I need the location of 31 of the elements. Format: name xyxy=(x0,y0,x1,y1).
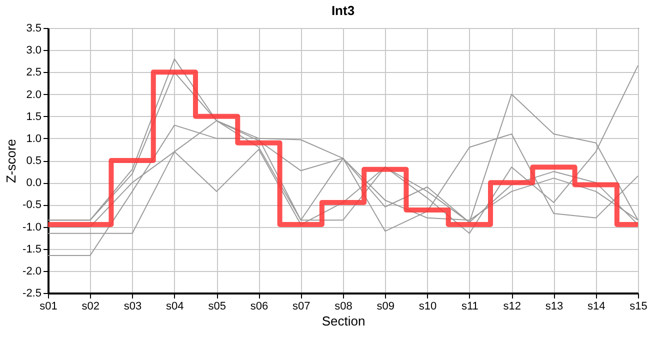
y-tick-label: -2.5 xyxy=(22,288,42,300)
y-tick-label: 0.0 xyxy=(26,177,42,190)
y-tick-label: 1.5 xyxy=(26,110,42,123)
x-tick-label: s04 xyxy=(166,300,184,312)
y-axis-title: Z-score xyxy=(4,138,19,184)
x-tick-label: s07 xyxy=(292,300,310,312)
y-tick-label: 3.5 xyxy=(26,22,42,34)
x-tick-label: s12 xyxy=(503,300,521,312)
x-tick-label: s11 xyxy=(461,300,478,312)
y-tick-label: -1.0 xyxy=(22,221,42,234)
y-tick-label: 3.0 xyxy=(26,44,42,57)
x-tick-label: s14 xyxy=(587,300,606,312)
x-tick-label: s10 xyxy=(418,300,437,312)
x-tick-label: s15 xyxy=(630,300,648,312)
y-tick-label: 2.0 xyxy=(26,88,42,101)
chart-title: Int3 xyxy=(331,3,355,18)
y-tick-label: 1.0 xyxy=(26,132,42,145)
x-tick-label: s09 xyxy=(376,300,395,312)
y-tick-label: 2.5 xyxy=(26,66,42,79)
y-tick-label: -2.0 xyxy=(22,265,42,278)
x-tick-label: s02 xyxy=(82,300,100,312)
x-tick-label: s01 xyxy=(40,300,58,312)
x-tick-label: s03 xyxy=(124,300,142,312)
y-tick-label: 0.5 xyxy=(26,155,42,167)
y-tick-label: -0.5 xyxy=(22,199,42,212)
x-tick-label: s06 xyxy=(250,300,268,312)
x-tick-label: s08 xyxy=(334,300,352,312)
x-tick-label: s13 xyxy=(545,300,564,312)
x-axis-title: Section xyxy=(322,314,366,328)
y-tick-label: -1.5 xyxy=(22,243,42,256)
x-tick-label: s05 xyxy=(208,300,226,312)
